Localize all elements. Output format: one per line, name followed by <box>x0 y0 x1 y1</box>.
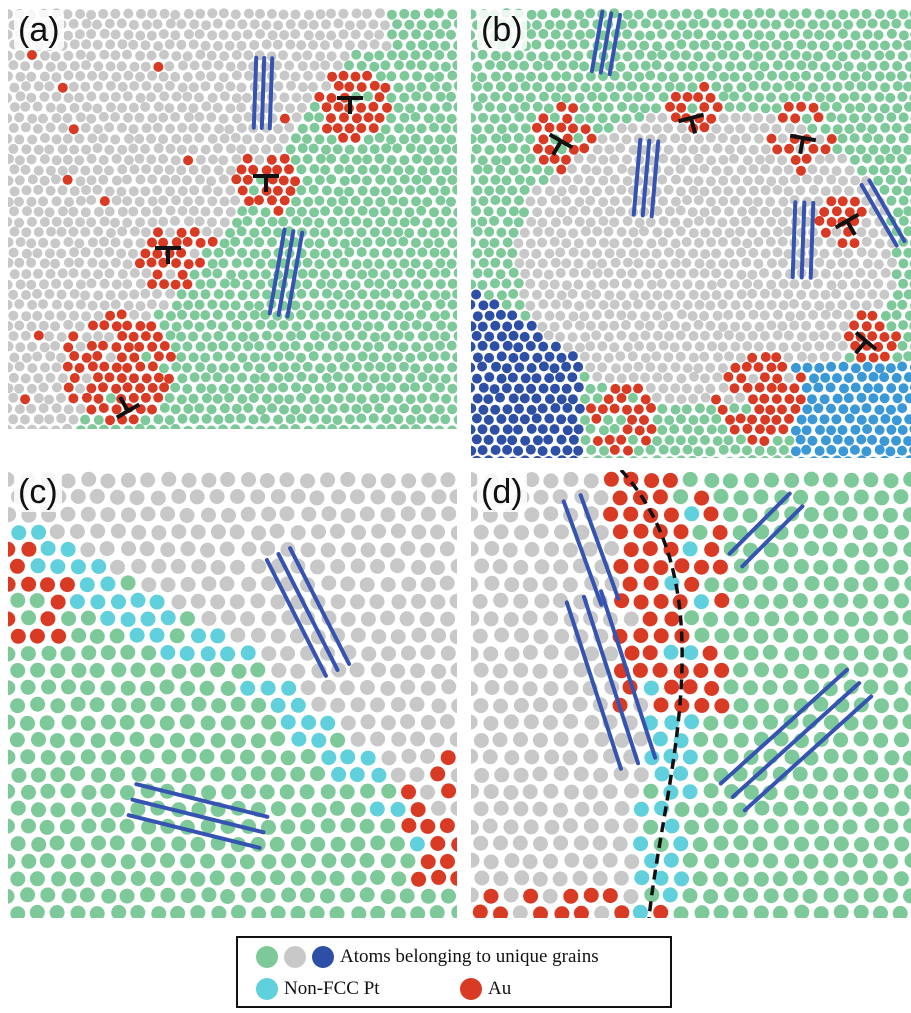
overlay-line <box>581 594 641 766</box>
blue-grain-swatch <box>312 946 334 968</box>
overlay-line <box>276 552 340 672</box>
legend-nonfcc-label: Non-FCC Pt <box>284 978 380 999</box>
panel-label-d: (d) <box>477 472 527 512</box>
overlay-line <box>589 9 605 73</box>
panel-a: (a) <box>8 8 457 429</box>
overlay-line <box>631 137 643 217</box>
overlay-line <box>808 200 816 280</box>
panel-label-c: (c) <box>14 472 62 512</box>
legend-grains-row: Atoms belonging to unique grains <box>256 946 599 968</box>
dislocation-symbol <box>115 396 141 420</box>
overlay-line <box>730 681 862 799</box>
overlay-line <box>134 782 270 819</box>
panel-b: (b) <box>471 8 911 458</box>
overlay-line <box>598 11 614 75</box>
overlay-line <box>607 13 623 77</box>
overlay-line <box>130 797 266 835</box>
overlay-line <box>649 139 661 219</box>
overlay-line <box>742 694 874 813</box>
legend: Atoms belonging to unique grains Non-FCC… <box>236 936 672 1008</box>
dislocation-symbol <box>789 133 817 155</box>
overlay-line <box>799 200 807 280</box>
overlay-line <box>599 589 658 760</box>
overlay-line <box>288 546 352 667</box>
overlay-line <box>867 178 907 244</box>
green-grain-swatch <box>256 946 278 968</box>
legend-au-label: Au <box>488 978 512 999</box>
grain-boundary-dashed-line <box>619 470 684 918</box>
dislocation-symbol <box>155 246 181 264</box>
overlay-line <box>264 557 328 678</box>
gray-grain-swatch <box>284 946 306 968</box>
dislocation-symbol <box>677 112 705 134</box>
panel-c: (c) <box>8 470 457 918</box>
atom-map-d <box>471 470 911 918</box>
overlay-line <box>578 493 621 601</box>
overlay-line <box>727 491 792 556</box>
panel-label-b: (b) <box>477 10 527 50</box>
overlay-line <box>561 499 604 607</box>
atoms <box>471 471 911 918</box>
dislocation-symbol <box>548 132 574 156</box>
overlay-line <box>267 56 275 131</box>
legend-au-row: Au <box>460 978 511 1000</box>
panel-d: (d) <box>471 470 911 918</box>
dislocation-symbol <box>337 96 363 114</box>
overlay-line <box>640 138 652 218</box>
atom-map-b <box>471 8 911 458</box>
atoms <box>8 8 457 429</box>
overlay-line <box>564 600 623 771</box>
overlay-line <box>740 504 805 569</box>
legend-grains-label: Atoms belonging to unique grains <box>340 946 599 967</box>
overlay-line <box>259 56 267 130</box>
atom-map-c <box>8 471 457 918</box>
nonfcc-swatch <box>256 978 278 1000</box>
legend-nonfcc-row: Non-FCC Pt <box>256 978 380 1000</box>
panel-label-a: (a) <box>14 10 64 50</box>
dislocation-symbol <box>854 331 878 355</box>
overlay-line <box>251 55 259 130</box>
overlay-line <box>718 667 850 786</box>
overlay-line <box>285 230 305 319</box>
dislocation-symbol <box>834 212 860 236</box>
overlay-line <box>276 229 296 317</box>
atom-map-a <box>8 8 457 429</box>
au-swatch <box>460 978 482 1000</box>
overlay-line <box>267 227 287 316</box>
atoms <box>471 8 911 458</box>
dislocation-symbol <box>253 174 279 192</box>
overlay-line <box>790 200 798 280</box>
overlay-line <box>126 813 262 850</box>
overlay-line <box>859 182 899 248</box>
atoms <box>8 471 457 918</box>
